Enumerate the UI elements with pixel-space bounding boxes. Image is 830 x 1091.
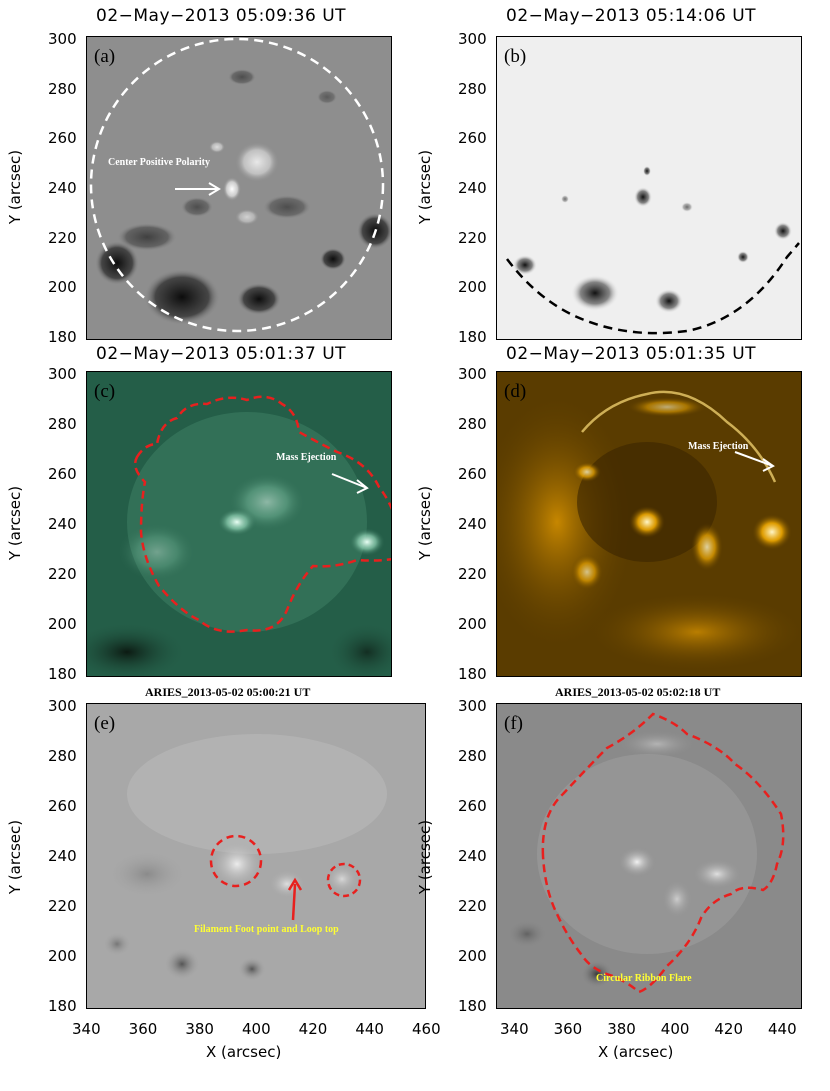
panel-f-xtick: 400 <box>660 1020 690 1038</box>
panel-a-annotation: Center Positive Polarity <box>108 157 211 168</box>
panel-c-ytick: 260 <box>48 465 77 483</box>
panel-f-ytick: 220 <box>458 897 487 915</box>
panel-e-ytick: 200 <box>48 947 77 965</box>
panel-e-ylabel: Y (arcsec) <box>6 819 25 895</box>
panel-d-annotation: Mass Ejection <box>688 441 749 452</box>
panel-f-annotation: Circular Ribbon Flare <box>596 973 692 984</box>
panel-c-label: (c) <box>94 381 116 402</box>
panel-b-ytick: 280 <box>458 79 487 98</box>
panel-e-xtick: 460 <box>412 1020 441 1038</box>
panel-a-ytick: 260 <box>48 129 77 148</box>
panel-b-image <box>496 36 802 340</box>
panel-c-ytick: 180 <box>48 665 77 683</box>
panel-b-label: (b) <box>504 46 527 67</box>
panel-e-image <box>86 703 426 1009</box>
panel-f-xtick: 440 <box>768 1020 797 1038</box>
panel-f-ytick: 260 <box>458 797 487 815</box>
panel-e-title: ARIES_2013-05-02 05:00:21 UT <box>145 685 311 699</box>
panel-d-ytick: 260 <box>458 465 487 483</box>
panel-e-xtick: 440 <box>355 1020 384 1038</box>
panel-f-halpha <box>507 712 785 994</box>
panel-f-xtick: 420 <box>714 1020 744 1038</box>
panel-f-xtick: 380 <box>607 1020 636 1038</box>
panel-f-label: (f) <box>504 713 523 734</box>
panel-a-ytick: 280 <box>48 79 77 98</box>
panel-e-xtick: 400 <box>242 1020 271 1038</box>
panel-f-ytick: 240 <box>458 847 487 865</box>
panel-e-xlabel: X (arcsec) <box>206 1043 282 1061</box>
panel-c-ytick: 220 <box>48 565 77 583</box>
panel-d-ytick: 180 <box>458 665 487 683</box>
panel-e-xtick: 360 <box>128 1020 158 1038</box>
panel-f-ytick: 280 <box>458 747 487 765</box>
panel-a-ytick: 200 <box>48 278 77 297</box>
panel-d-title: 02−May−2013 05:01:35 UT <box>506 344 757 364</box>
panel-d-image <box>496 371 802 677</box>
panel-b-ylabel: Y (arcsec) <box>416 149 435 225</box>
panel-d-ytick: 200 <box>458 615 487 633</box>
panel-d-ytick: 240 <box>458 515 487 533</box>
panel-f-title: ARIES_2013-05-02 05:02:18 UT <box>555 685 721 699</box>
panel-a-label: (a) <box>94 46 116 67</box>
panel-c-ytick: 300 <box>48 365 77 383</box>
panel-b-ytick: 200 <box>458 278 487 297</box>
panel-a-ylabel: Y (arcsec) <box>6 149 25 225</box>
panel-d-ytick: 220 <box>458 565 487 583</box>
panel-f-xtick: 340 <box>500 1020 529 1038</box>
panel-c-annotation: Mass Ejection <box>276 452 337 463</box>
panel-d-ytick: 300 <box>458 365 487 383</box>
panel-f-ytick: 180 <box>458 997 487 1015</box>
panel-a-title: 02−May−2013 05:09:36 UT <box>96 6 347 26</box>
panel-e-ytick: 240 <box>48 847 77 865</box>
panel-c-ytick: 240 <box>48 515 77 533</box>
panel-f-ytick: 200 <box>458 947 487 965</box>
panel-a-ytick: 300 <box>48 30 77 48</box>
panel-c-title: 02−May−2013 05:01:37 UT <box>96 344 347 364</box>
panel-c-image <box>86 371 392 677</box>
panel-a-ytick: 180 <box>48 328 77 346</box>
panel-a-ytick: 240 <box>48 179 77 197</box>
panel-a-ytick: 220 <box>48 228 77 247</box>
panel-b-ytick: 220 <box>458 228 487 247</box>
panel-b-ytick: 240 <box>458 179 487 197</box>
panel-e-halpha <box>103 734 387 981</box>
panel-e-ytick: 180 <box>48 997 77 1015</box>
panel-e-ytick: 260 <box>48 797 77 815</box>
panel-b-ytick: 260 <box>458 129 487 148</box>
panel-f-ytick: 300 <box>458 697 487 715</box>
panel-a-magnetogram <box>89 37 391 333</box>
panel-f-ylabel: Y (arcsec) <box>416 819 435 895</box>
panel-e-annotation: Filament Foot point and Loop top <box>194 924 339 935</box>
panel-e-xtick: 380 <box>185 1020 214 1038</box>
panel-e-xtick: 420 <box>298 1020 328 1038</box>
panel-c-ytick: 200 <box>48 615 77 633</box>
panel-c-euv-green <box>87 395 391 676</box>
panel-a-image <box>86 36 392 340</box>
panel-b-continuum <box>506 166 800 335</box>
panel-e-xtick: 340 <box>72 1020 101 1038</box>
panel-e-label: (e) <box>94 713 116 734</box>
panel-b-title: 02−May−2013 05:14:06 UT <box>506 6 757 26</box>
panel-c-ylabel: Y (arcsec) <box>6 485 25 561</box>
panel-e-ytick: 280 <box>48 747 77 765</box>
panel-e-ytick: 300 <box>48 697 77 715</box>
panel-d-label: (d) <box>504 381 527 402</box>
panel-b-ytick: 300 <box>458 30 487 48</box>
panel-b-ytick: 180 <box>458 328 487 346</box>
panel-d-ytick: 280 <box>458 415 487 433</box>
panel-e-ytick: 220 <box>48 897 77 915</box>
panel-f-xtick: 360 <box>553 1020 583 1038</box>
panel-d-euv-orange <box>497 390 801 672</box>
panel-f-xlabel: X (arcsec) <box>598 1043 674 1061</box>
panel-f-image <box>496 703 802 1009</box>
panel-c-ytick: 280 <box>48 415 77 433</box>
panel-d-ylabel: Y (arcsec) <box>416 485 435 561</box>
